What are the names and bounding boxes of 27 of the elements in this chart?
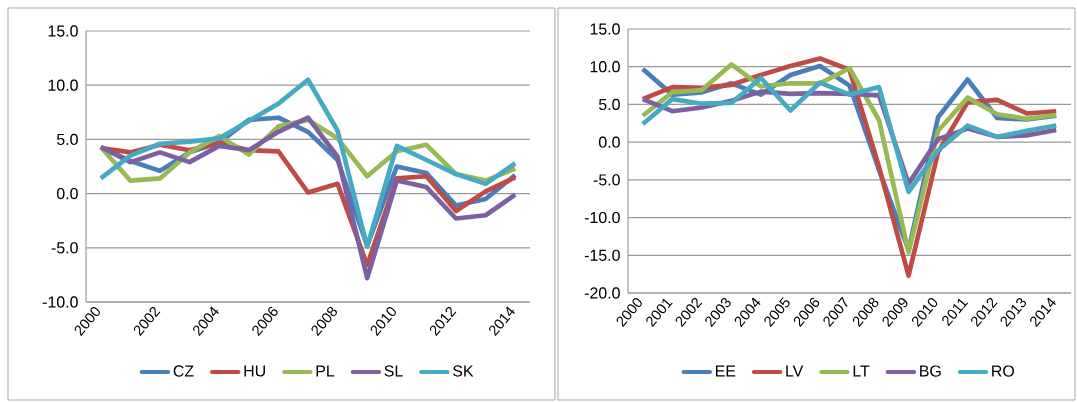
line-series xyxy=(98,77,518,250)
y-tick-label: 5.0 xyxy=(598,98,620,111)
line-series xyxy=(98,115,518,281)
y-tick-label: -10.0 xyxy=(42,296,78,308)
y-tick-label: 0.0 xyxy=(598,136,620,148)
line-series xyxy=(640,75,1059,195)
y-tick-label: 5.0 xyxy=(56,133,78,146)
y-tick-label: -5.0 xyxy=(593,174,620,186)
y-tick-label: -10.0 xyxy=(584,211,620,224)
legend-label: LV xyxy=(786,365,804,377)
y-tick-label: -5.0 xyxy=(51,242,78,254)
legend-label: HU xyxy=(244,365,265,377)
y-tick-label: -15.0 xyxy=(584,249,620,261)
y-tick-label: 0.0 xyxy=(56,187,78,200)
legend-label: RO xyxy=(992,365,1014,377)
legend-label: CZ xyxy=(173,365,194,377)
legend-label: BG xyxy=(920,365,941,377)
legend-label: SL xyxy=(384,365,403,377)
legend-label: PL xyxy=(316,365,335,377)
legend-label: EE xyxy=(715,365,736,377)
legend-label: SK xyxy=(453,365,474,377)
y-tick-label: 15.0 xyxy=(590,23,620,35)
y-tick-label: 15.0 xyxy=(48,25,78,37)
legend-label: LT xyxy=(853,365,870,377)
y-tick-label: -20.0 xyxy=(584,287,620,299)
y-tick-label: 10.0 xyxy=(590,61,620,73)
y-tick-label: 10.0 xyxy=(48,79,78,91)
